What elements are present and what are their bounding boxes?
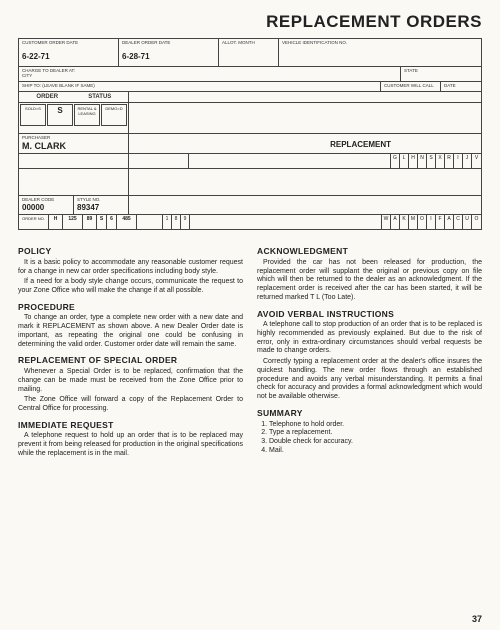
- summary-item: Type a replacement.: [269, 429, 482, 438]
- demo-label: DEMO=D: [105, 106, 122, 111]
- ack-heading: ACKNOWLEDGMENT: [257, 246, 482, 257]
- grid-cell: O: [472, 215, 481, 229]
- orderno-label: ORDER NO.: [19, 215, 49, 229]
- grid-cell: G: [391, 154, 400, 168]
- summary-item: Telephone to hold order.: [269, 421, 482, 430]
- orderno-h: H: [49, 215, 63, 229]
- left-column: POLICY It is a basic policy to accommoda…: [18, 240, 243, 461]
- grid-cell: J: [463, 154, 472, 168]
- avoid-heading: AVOID VERBAL INSTRUCTIONS: [257, 309, 482, 320]
- orderno-v: 8: [172, 215, 181, 229]
- date-label: DATE: [444, 84, 478, 89]
- grid-cell: N: [418, 154, 427, 168]
- grid-cell: A: [445, 215, 454, 229]
- policy-heading: POLICY: [18, 246, 243, 257]
- avoid-text: A telephone call to stop production of a…: [257, 321, 482, 356]
- avoid-text: Correctly typing a replacement order at …: [257, 358, 482, 402]
- page-title: REPLACEMENT ORDERS: [18, 12, 482, 32]
- purchaser-name: M. CLARK: [22, 141, 125, 151]
- right-column: ACKNOWLEDGMENT Provided the car has not …: [257, 240, 482, 461]
- grid-cell: C: [454, 215, 463, 229]
- grid-cell: W: [382, 215, 391, 229]
- orderno-v: 89: [83, 215, 97, 229]
- dealer-date: 6-28-71: [122, 52, 150, 61]
- document-page: REPLACEMENT ORDERS CUSTOMER ORDER DATE6-…: [0, 0, 500, 630]
- summary-heading: SUMMARY: [257, 408, 482, 419]
- grid-cell: X: [436, 154, 445, 168]
- grid-cell: O: [418, 215, 427, 229]
- summary-item: Mail.: [269, 447, 482, 456]
- grid-cell: I: [427, 215, 436, 229]
- immediate-text: A telephone request to hold up an order …: [18, 432, 243, 458]
- cust-date-label: CUSTOMER ORDER DATE: [22, 41, 115, 46]
- summary-item: Double check for accuracy.: [269, 438, 482, 447]
- order-form: CUSTOMER ORDER DATE 6-22-71 DEALER ORDER …: [18, 38, 482, 230]
- procedure-heading: PROCEDURE: [18, 302, 243, 313]
- summary-list: Telephone to hold order. Type a replacem…: [257, 421, 482, 456]
- immediate-heading: IMMEDIATE REQUEST: [18, 420, 243, 431]
- policy-text: It is a basic policy to accommodate any …: [18, 259, 243, 277]
- orderno-v: 125: [63, 215, 83, 229]
- grid-cell: H: [409, 154, 418, 168]
- grid-cell: F: [436, 215, 445, 229]
- body-columns: POLICY It is a basic policy to accommoda…: [18, 240, 482, 461]
- rental-label: RENTAL & LEASING: [77, 106, 96, 116]
- special-text: The Zone Office will forward a copy of t…: [18, 396, 243, 414]
- orderno-v: 6: [107, 215, 117, 229]
- orderno-v: 9: [181, 215, 190, 229]
- will-call-label: CUSTOMER WILL CALL: [384, 84, 437, 89]
- style-no: 89347: [77, 203, 125, 212]
- grid-cell: R: [445, 154, 454, 168]
- grid-cell: V: [472, 154, 481, 168]
- allot-label: ALLOT. MONTH: [222, 41, 275, 46]
- grid-cell: I: [454, 154, 463, 168]
- orderno-v: 1: [163, 215, 172, 229]
- special-text: Whenever a Special Order is to be replac…: [18, 368, 243, 394]
- state-label: STATE: [404, 69, 478, 74]
- replacement-label: REPLACEMENT: [330, 140, 391, 149]
- ack-text: Provided the car has not been released f…: [257, 259, 482, 303]
- dealer-code: 00000: [22, 203, 70, 212]
- page-number: 37: [472, 614, 482, 624]
- procedure-text: To change an order, type a complete new …: [18, 314, 243, 349]
- grid-cell: A: [391, 215, 400, 229]
- policy-text: If a need for a body style change occurs…: [18, 278, 243, 296]
- ship-label: SHIP TO: (LEAVE BLANK IF SAME): [22, 84, 377, 89]
- grid-cell: M: [409, 215, 418, 229]
- city-label: CITY: [22, 74, 397, 79]
- orderno-v: 485: [117, 215, 137, 229]
- vin-label: VEHICLE IDENTIFICATION NO.: [282, 41, 478, 46]
- grid-cell: L: [400, 154, 409, 168]
- status-label: STATUS: [75, 94, 126, 101]
- special-heading: REPLACEMENT OF SPECIAL ORDER: [18, 355, 243, 366]
- grid-cell: K: [400, 215, 409, 229]
- cust-date: 6-22-71: [22, 52, 50, 61]
- grid-cell: U: [463, 215, 472, 229]
- sold-label: SOLD=S: [25, 106, 41, 111]
- grid-cell: S: [427, 154, 436, 168]
- order-label: ORDER: [22, 94, 73, 101]
- sold-value: S: [57, 106, 62, 115]
- dealer-date-label: DEALER ORDER DATE: [122, 41, 215, 46]
- orderno-v: S: [97, 215, 107, 229]
